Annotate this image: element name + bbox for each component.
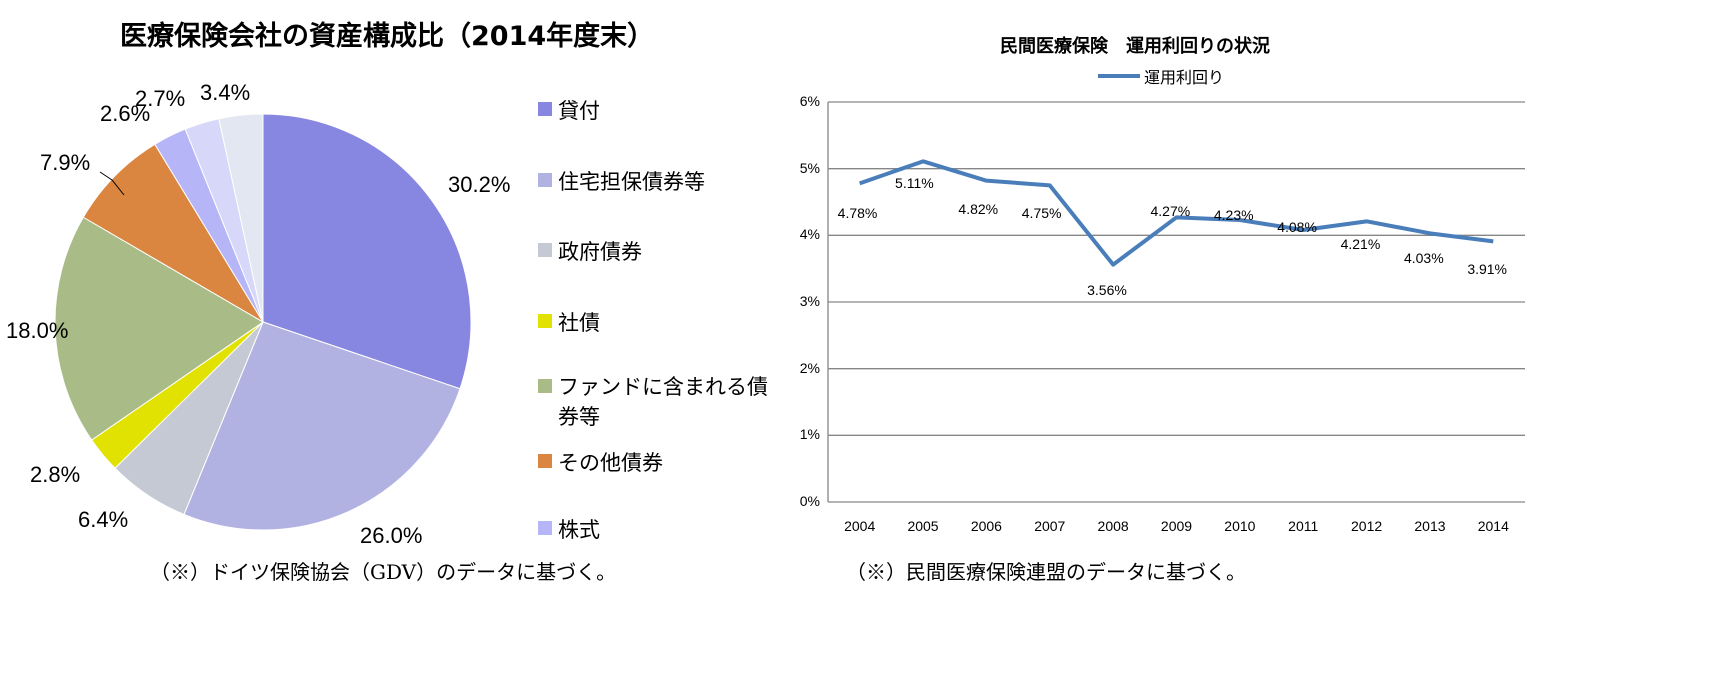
y-tick-label: 4% (799, 226, 820, 243)
legend-item: 社債 (538, 307, 600, 337)
legend-label: 政府債券 (558, 240, 642, 264)
data-label: 3.91% (1467, 261, 1508, 278)
series-line (859, 159, 1494, 267)
legend-label: 社債 (558, 311, 600, 335)
y-tick-label: 0% (799, 493, 820, 509)
line-source-note: （※）民間医療保険連盟のデータに基づく。 (846, 560, 1246, 584)
legend-item: その他債券 (538, 447, 663, 477)
x-tick-label: 2009 (1160, 518, 1193, 534)
x-tick-label: 2005 (907, 518, 939, 534)
pie-source-note: （※）ドイツ保険協会（GDV）のデータに基づく。 (150, 560, 617, 584)
data-label: 4.03% (1403, 250, 1444, 267)
y-tick-label: 1% (799, 426, 820, 443)
x-tick-label: 2006 (970, 518, 1002, 534)
pie-slice (218, 113, 264, 323)
legend-label: 住宅担保債券等 (558, 170, 705, 194)
data-label: 4.27% (1150, 203, 1191, 220)
data-label: 3.56% (1087, 281, 1127, 298)
line-chart-title: 民間医療保険 運用利回りの状況 (1000, 36, 1270, 57)
legend-swatch (538, 173, 552, 187)
pie-data-label: 18.0% (6, 318, 69, 343)
legend-swatch (538, 454, 552, 468)
pie-chart-title: 医療保険会社の資産構成比（2014年度末） (120, 21, 655, 52)
data-label: 5.11% (895, 175, 934, 192)
pie-data-label: 30.2% (448, 172, 511, 197)
data-label: 4.75% (1021, 205, 1062, 222)
legend-swatch (538, 102, 552, 116)
pie-data-label: 3.4% (200, 80, 251, 105)
legend-swatch (538, 521, 552, 535)
pie-data-label: 26.0% (360, 523, 423, 548)
legend-line-swatch (1098, 74, 1140, 78)
legend-item: 住宅担保債券等 (538, 166, 705, 196)
pie-chart (54, 113, 472, 531)
pie-data-label: 2.6% (100, 101, 151, 126)
x-tick-label: 2008 (1097, 518, 1129, 534)
pie-slice (262, 113, 472, 390)
pie-data-label: 2.8% (30, 462, 81, 487)
pie-data-label: 6.4% (78, 507, 129, 532)
data-label: 4.82% (958, 200, 999, 217)
x-tick-label: 2010 (1224, 518, 1256, 534)
data-label: 4.78% (837, 205, 878, 222)
legend-swatch (538, 314, 552, 328)
legend-label: 株式 (558, 518, 600, 542)
x-tick-label: 2014 (1477, 518, 1509, 534)
x-tick-label: 2007 (1034, 518, 1066, 534)
legend-item: 貸付 (538, 95, 600, 125)
legend-series-name: 運用利回り (1144, 68, 1225, 87)
pie-slice (183, 321, 461, 531)
legend-item: ファンドに含まれる債券等 (538, 372, 778, 432)
legend-label: 貸付 (558, 99, 600, 123)
pie-data-label: 2.7% (135, 86, 186, 111)
x-tick-label: 2013 (1414, 518, 1446, 534)
data-label: 4.23% (1213, 207, 1254, 223)
data-label: 4.08% (1277, 219, 1317, 235)
x-tick-label: 2011 (1288, 518, 1319, 534)
line-chart (827, 101, 1525, 503)
legend-label: その他債券 (558, 451, 663, 475)
y-tick-label: 6% (799, 93, 820, 109)
legend-item: 株式 (538, 514, 600, 544)
y-tick-label: 5% (799, 159, 820, 176)
x-tick-label: 2004 (844, 518, 876, 534)
legend-label: ファンドに含まれる債券等 (558, 375, 768, 429)
legend-swatch (538, 243, 552, 257)
legend-item: 政府債券 (538, 236, 642, 266)
legend-swatch (538, 379, 552, 393)
pie-slice (82, 143, 264, 323)
y-tick-label: 3% (799, 293, 820, 309)
pie-data-label: 7.9% (40, 150, 91, 175)
leader-line (99, 171, 125, 196)
line-legend: 運用利回り (1098, 64, 1224, 88)
pie-slice (54, 216, 264, 441)
data-label: 4.21% (1340, 236, 1381, 253)
x-tick-label: 2012 (1351, 518, 1383, 534)
y-tick-label: 2% (799, 359, 820, 376)
